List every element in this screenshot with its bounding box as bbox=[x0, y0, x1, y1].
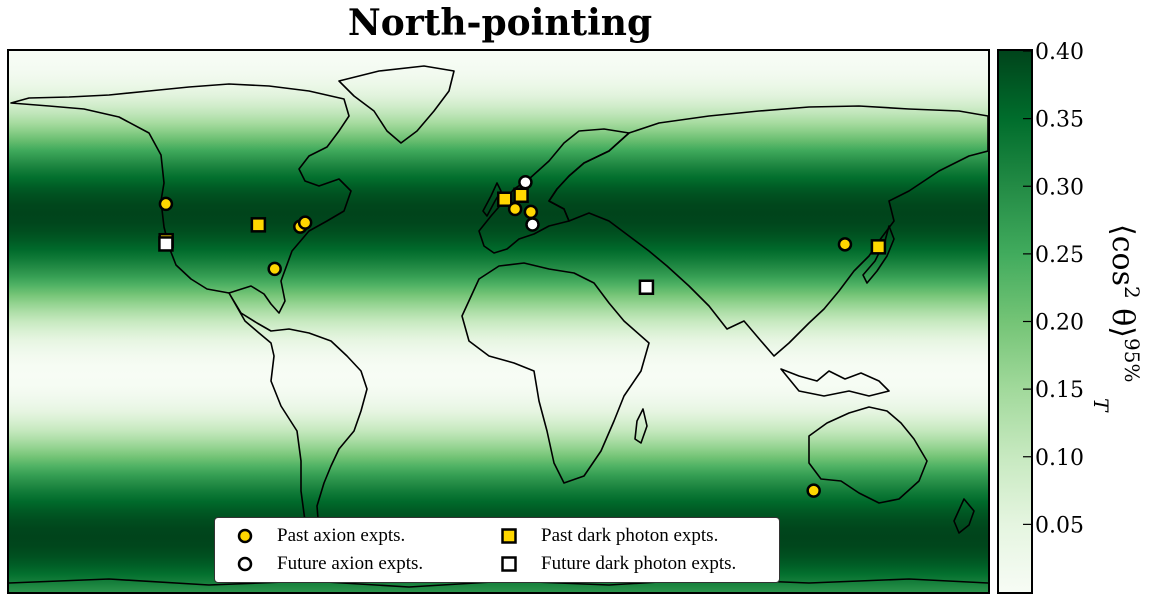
legend-label-past-dark-photon: Past dark photon expts. bbox=[541, 525, 719, 546]
colorbar-tick-label: 0.30 bbox=[1035, 175, 1084, 200]
legend-label-past-axion: Past axion expts. bbox=[277, 525, 406, 546]
experiment-marker-frascati bbox=[525, 217, 540, 232]
coastline-japan bbox=[862, 225, 895, 284]
experiment-marker-abu-dhabi bbox=[638, 279, 655, 295]
colorbar-label-sup1: 2 bbox=[1120, 286, 1144, 299]
colorbar-tick-label: 0.40 bbox=[1035, 40, 1084, 65]
svg-text:⟨cos2 θ⟩95%: ⟨cos2 θ⟩95% bbox=[1105, 224, 1144, 382]
future-dark-photon-marker-icon bbox=[501, 556, 517, 572]
experiment-marker-tokyo bbox=[870, 239, 887, 255]
experiment-markers bbox=[158, 175, 887, 498]
experiment-marker-geneva bbox=[507, 201, 523, 217]
past-axion-marker-icon bbox=[237, 528, 253, 544]
colorbar bbox=[997, 49, 1033, 594]
coastline-africa bbox=[461, 262, 650, 484]
coastline-uk bbox=[482, 182, 502, 217]
legend: Past axion expts. Future axion expts. Pa… bbox=[214, 517, 780, 583]
coastline-asia bbox=[548, 105, 988, 357]
colorbar-tick-label: 0.10 bbox=[1035, 446, 1084, 471]
experiment-marker-paris bbox=[497, 191, 513, 207]
colorbar-label-sup2: 95% bbox=[1120, 338, 1144, 382]
map-panel bbox=[7, 49, 990, 594]
experiment-marker-padova bbox=[523, 204, 539, 220]
colorbar-label-main: ⟨cos bbox=[1105, 224, 1140, 286]
colorbar-tick-label: 0.05 bbox=[1035, 513, 1084, 538]
colorbar-label-sub: T bbox=[1089, 398, 1113, 413]
colorbar-label: ⟨cos2 θ⟩95% T bbox=[1078, 220, 1144, 440]
experiment-marker-mainz bbox=[513, 187, 529, 204]
experiment-marker-hamburg bbox=[518, 175, 533, 190]
past-dark-photon-marker-icon bbox=[501, 528, 517, 544]
world-map bbox=[9, 51, 988, 592]
coastline-australia bbox=[808, 406, 928, 504]
colorbar-tick-label: 0.25 bbox=[1035, 243, 1084, 268]
colorbar-label-theta: θ⟩ bbox=[1105, 299, 1140, 338]
experiment-marker-daejeon bbox=[837, 237, 853, 252]
colorbar-ticks: 0.40 0.35 0.30 0.25 0.20 0.15 0.10 0.05 bbox=[999, 40, 1084, 592]
colorbar-tick-label: 0.20 bbox=[1035, 311, 1084, 336]
experiment-marker-mit bbox=[297, 215, 313, 230]
experiment-marker-berkeley bbox=[158, 236, 174, 252]
legend-label-future-axion: Future axion expts. bbox=[277, 553, 424, 574]
experiment-marker-perth bbox=[806, 483, 821, 498]
future-axion-marker-icon bbox=[237, 556, 253, 572]
coastline-greenland bbox=[338, 65, 455, 144]
plot-title: North-pointing bbox=[347, 2, 653, 44]
colorbar-tick-label: 0.35 bbox=[1035, 108, 1084, 133]
experiment-marker-seattle bbox=[158, 196, 174, 212]
heatmap-background bbox=[9, 51, 988, 592]
coastline-indonesia bbox=[780, 368, 890, 397]
experiment-marker-florida bbox=[267, 261, 282, 277]
colorbar-tick-label: 0.15 bbox=[1035, 378, 1084, 403]
legend-label-future-dark-photon: Future dark photon expts. bbox=[541, 553, 737, 574]
coastline-south-america bbox=[228, 292, 368, 547]
experiment-marker-fermilab bbox=[250, 217, 267, 233]
coastline-madagascar bbox=[634, 408, 648, 444]
coastline-new-zealand bbox=[953, 498, 975, 534]
